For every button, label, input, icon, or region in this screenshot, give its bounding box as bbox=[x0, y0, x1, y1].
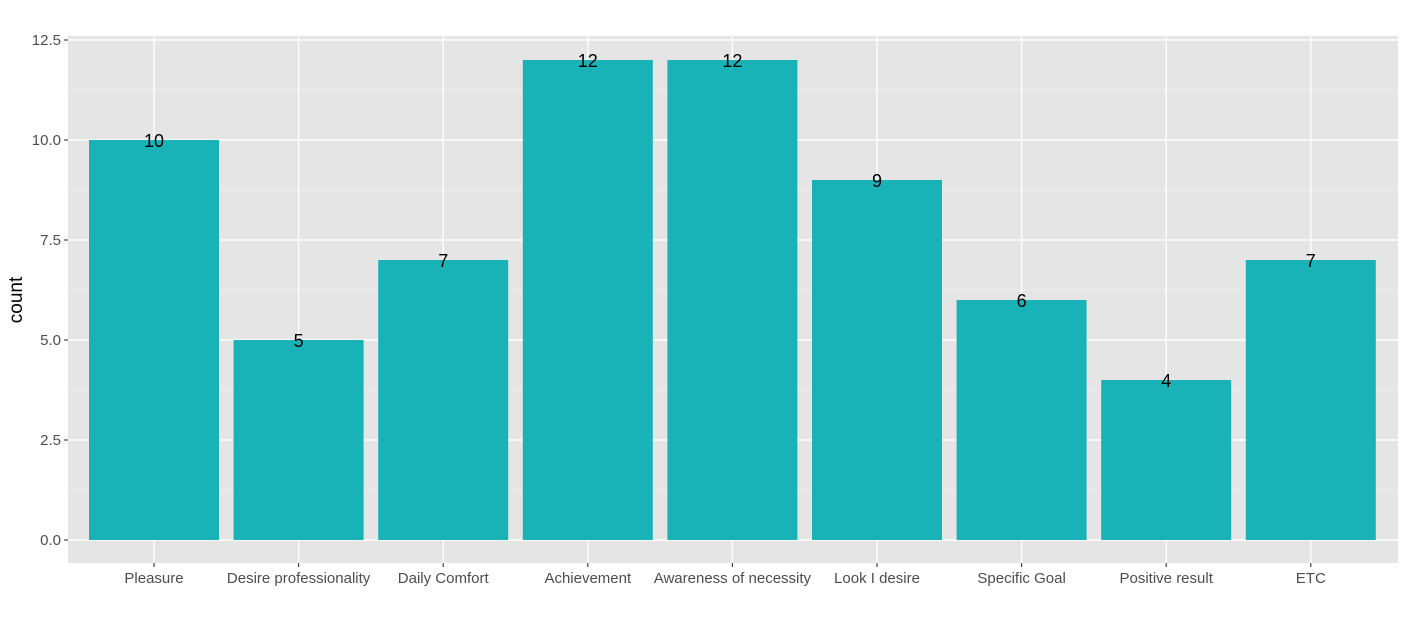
data-labels-group: 10 5 7 12 12 9 6 4 7 bbox=[144, 51, 1316, 391]
y-tick-label: 12.5 bbox=[32, 32, 61, 49]
x-tick-label: Pleasure bbox=[124, 570, 183, 587]
x-tick-label: Awareness of necessity bbox=[654, 570, 812, 587]
y-tick-label: 10.0 bbox=[32, 132, 61, 149]
y-tick-label: 7.5 bbox=[40, 232, 61, 249]
x-tick-label: Desire professionality bbox=[227, 570, 371, 587]
y-axis-title: count bbox=[6, 276, 27, 323]
bar-data-label: 7 bbox=[1306, 251, 1316, 271]
x-tick-label: Positive result bbox=[1120, 570, 1214, 587]
bar bbox=[956, 300, 1087, 540]
bar-data-label: 7 bbox=[438, 251, 448, 271]
bar-data-label: 9 bbox=[872, 171, 882, 191]
x-tick-label: ETC bbox=[1296, 570, 1326, 587]
bar bbox=[812, 180, 942, 540]
x-tick-label: Look I desire bbox=[834, 570, 920, 587]
bar bbox=[89, 140, 219, 540]
bar bbox=[522, 60, 653, 540]
bars-group bbox=[89, 60, 1376, 540]
bar bbox=[378, 260, 509, 540]
x-axis: Pleasure Desire professionality Daily Comf… bbox=[124, 563, 1326, 587]
bar bbox=[1101, 380, 1232, 540]
bar-data-label: 4 bbox=[1161, 371, 1171, 391]
x-tick-label: Achievement bbox=[544, 570, 632, 587]
bar bbox=[233, 340, 364, 540]
x-tick-label: Daily Comfort bbox=[398, 570, 490, 587]
y-tick-label: 2.5 bbox=[40, 432, 61, 449]
bar-data-label: 5 bbox=[294, 331, 304, 351]
bar-data-label: 10 bbox=[144, 131, 164, 151]
x-tick-label: Specific Goal bbox=[977, 570, 1065, 587]
bar bbox=[1245, 260, 1376, 540]
bar-data-label: 12 bbox=[722, 51, 742, 71]
bar bbox=[667, 60, 798, 540]
y-tick-label: 5.0 bbox=[40, 332, 61, 349]
y-axis: 0.0 2.5 5.0 7.5 10.0 12.5 bbox=[32, 32, 68, 549]
y-tick-label: 0.0 bbox=[40, 532, 61, 549]
bar-data-label: 12 bbox=[578, 51, 598, 71]
bar-data-label: 6 bbox=[1017, 291, 1027, 311]
